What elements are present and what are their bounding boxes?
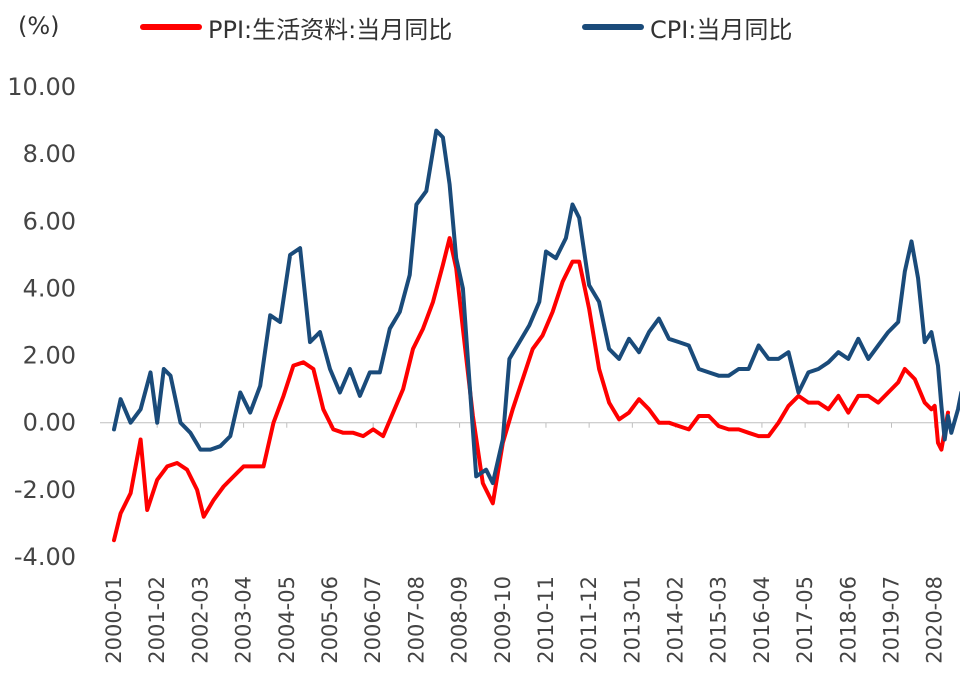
y-tick-label: 10.00	[7, 73, 76, 101]
legend-swatch-cpi	[582, 24, 644, 30]
x-tick-label: 2011-12	[577, 576, 601, 664]
x-tick-label: 2005-06	[318, 576, 342, 664]
x-tick-label: 2002-03	[188, 576, 212, 664]
y-tick-label: 0.00	[23, 409, 76, 437]
legend-item-cpi: CPI:当月同比	[582, 12, 793, 44]
y-tick-label: 8.00	[23, 140, 76, 168]
x-tick-label: 2007-08	[404, 576, 428, 664]
y-tick-label: 4.00	[23, 274, 76, 302]
x-tick-label: 2010-11	[534, 576, 558, 664]
x-tick-label: 2013-01	[620, 576, 644, 664]
x-axis: 2000-01 2001-02 2002-03 2003-04 2004-05 2005-…	[100, 422, 950, 664]
x-tick-label: 2019-07	[880, 576, 904, 664]
x-tick-label: 2001-02	[145, 576, 169, 664]
legend-label-cpi: CPI:当月同比	[650, 15, 793, 44]
x-tick-label: 2004-05	[275, 576, 299, 664]
x-tick-label: 2003-04	[232, 576, 256, 664]
x-tick-label: 2009-10	[491, 576, 515, 664]
x-tick-label: 2017-05	[793, 576, 817, 664]
y-tick-label: 2.00	[23, 342, 76, 370]
y-tick-label: -2.00	[14, 476, 76, 504]
legend-item-ppi: PPI:生活资料:当月同比	[140, 12, 453, 44]
y-tick-label: 6.00	[23, 207, 76, 235]
series-line-cpi	[112, 128, 960, 486]
x-tick-label: 2014-02	[664, 576, 688, 664]
plot-area	[112, 128, 960, 543]
x-tick-label: 2006-07	[361, 576, 385, 664]
unit-label: (%)	[18, 12, 60, 40]
y-axis: 10.00 8.00 6.00 4.00 2.00 0.00 -2.00 -4.00	[7, 73, 76, 571]
x-tick-label: 2016-04	[750, 576, 774, 664]
x-tick-label: 2020-08	[923, 576, 947, 664]
series-line-ppi	[112, 236, 950, 543]
x-tick-label: 2015-03	[707, 576, 731, 664]
x-tick-label: 2000-01	[102, 576, 126, 664]
legend-label-ppi: PPI:生活资料:当月同比	[208, 15, 453, 44]
x-tick-label: 2008-09	[448, 576, 472, 664]
y-tick-label: -4.00	[14, 543, 76, 571]
x-tick-label: 2018-06	[836, 576, 860, 664]
legend-swatch-ppi	[140, 24, 202, 30]
